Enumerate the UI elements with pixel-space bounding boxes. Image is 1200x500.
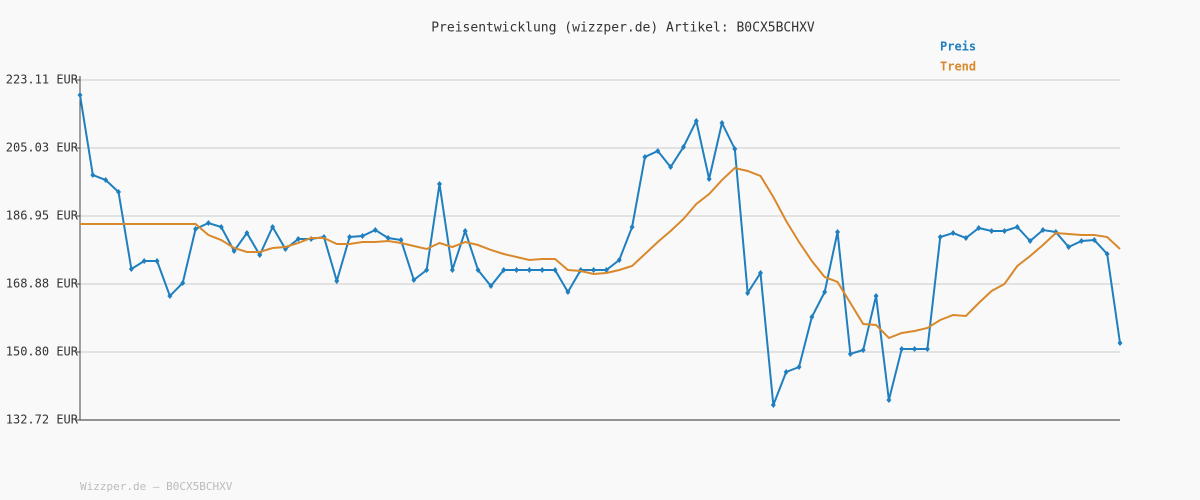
marker: [655, 148, 661, 155]
marker: [437, 181, 443, 188]
marker: [719, 119, 725, 126]
marker: [732, 145, 738, 152]
marker: [180, 280, 186, 287]
line-1: [80, 166, 1121, 340]
marker: [1117, 340, 1123, 347]
marker: [565, 288, 571, 295]
legend-label: Trend: [940, 60, 976, 74]
y-tick-label: 168.88 EUR: [6, 276, 79, 290]
marker: [257, 251, 263, 258]
marker: [668, 164, 674, 171]
marker: [796, 364, 802, 371]
marker: [128, 266, 134, 273]
legend-label: Preis: [940, 40, 976, 54]
marker: [398, 237, 404, 244]
marker: [205, 220, 211, 227]
marker: [488, 283, 494, 290]
marker: [937, 234, 943, 241]
marker: [193, 225, 199, 232]
marker: [860, 346, 866, 353]
chart-title: Preisentwicklung (wizzper.de) Artikel: B…: [431, 21, 815, 36]
marker: [347, 234, 353, 241]
marker: [411, 276, 417, 283]
marker: [103, 177, 109, 184]
marker: [1014, 223, 1020, 230]
marker: [680, 143, 686, 150]
marker: [963, 234, 969, 241]
footer: Wizzper.de – B0CX5BCHXV: [80, 480, 233, 493]
marker: [1091, 237, 1097, 244]
marker: [989, 227, 995, 234]
marker: [847, 350, 853, 357]
marker: [835, 229, 841, 236]
marker: [77, 92, 83, 99]
y-tick-label: 186.95 EUR: [6, 209, 79, 223]
marker: [270, 223, 276, 230]
marker: [770, 401, 776, 408]
marker: [141, 258, 147, 265]
line-0: [79, 94, 1121, 406]
marker: [449, 266, 455, 273]
marker: [950, 230, 956, 237]
marker: [822, 288, 828, 295]
y-tick-label: 132.72 EUR: [6, 413, 79, 427]
marker: [475, 266, 481, 273]
marker: [693, 118, 699, 125]
y-tick-label: 223.11 EUR: [6, 73, 79, 87]
marker: [552, 266, 558, 273]
marker: [757, 270, 763, 277]
marker: [809, 314, 815, 321]
marker: [629, 223, 635, 230]
marker: [244, 230, 250, 237]
y-tick-label: 150.80 EUR: [6, 344, 79, 358]
marker: [1040, 227, 1046, 234]
marker: [1066, 244, 1072, 251]
marker: [1001, 227, 1007, 234]
marker: [514, 266, 520, 273]
marker: [218, 223, 224, 230]
marker: [385, 234, 391, 241]
marker: [90, 172, 96, 179]
marker: [1104, 251, 1110, 258]
marker: [745, 290, 751, 297]
marker: [539, 266, 545, 273]
marker: [424, 266, 430, 273]
marker: [334, 278, 340, 285]
marker: [706, 176, 712, 183]
marker: [591, 266, 597, 273]
marker: [372, 227, 378, 234]
marker: [924, 345, 930, 352]
marker: [616, 256, 622, 263]
marker: [873, 292, 879, 299]
marker: [603, 266, 609, 273]
marker: [976, 225, 982, 232]
marker: [642, 153, 648, 160]
marker: [462, 227, 468, 234]
marker: [526, 266, 532, 273]
marker: [359, 232, 365, 239]
marker: [783, 369, 789, 376]
marker: [912, 345, 918, 352]
marker: [501, 266, 507, 273]
marker: [154, 258, 160, 265]
marker: [1078, 237, 1084, 244]
marker: [116, 189, 122, 196]
marker: [899, 345, 905, 352]
marker: [231, 247, 237, 254]
marker: [1027, 237, 1033, 244]
marker: [167, 292, 173, 299]
y-tick-label: 205.03 EUR: [6, 141, 79, 155]
marker: [295, 235, 301, 242]
marker: [886, 396, 892, 403]
